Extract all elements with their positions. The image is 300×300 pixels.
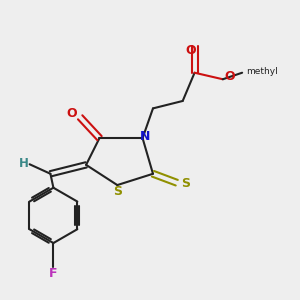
Text: O: O (67, 107, 77, 120)
Text: S: S (181, 177, 190, 190)
Text: O: O (186, 44, 196, 57)
Text: O: O (224, 70, 235, 83)
Text: N: N (140, 130, 151, 143)
Text: H: H (19, 157, 29, 169)
Text: methyl: methyl (247, 67, 278, 76)
Text: S: S (113, 184, 122, 197)
Text: F: F (49, 266, 58, 280)
